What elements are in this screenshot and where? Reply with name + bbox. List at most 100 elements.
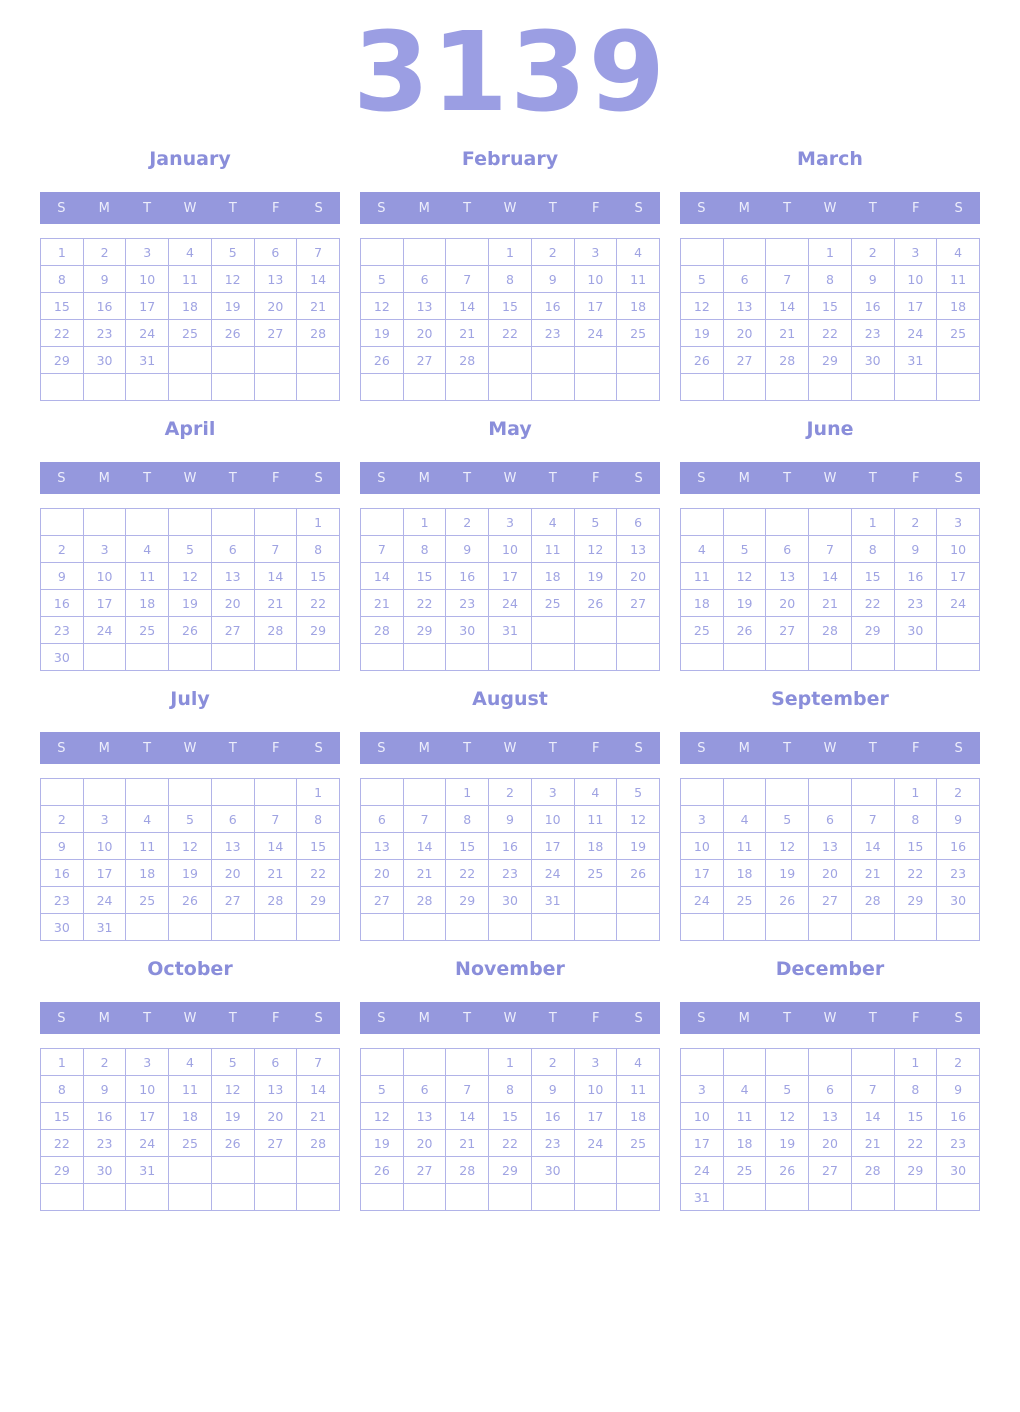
weekday-label: M — [98, 470, 110, 486]
date-cell: 12 — [680, 292, 724, 320]
week-row: 19 20 21 22 23 24 25 — [680, 319, 980, 347]
date-cell: 17 — [82, 859, 127, 887]
empty-cell — [680, 508, 724, 536]
date-cell: 11 — [573, 805, 618, 833]
empty-cell — [125, 508, 170, 536]
date-cell: 14 — [850, 832, 895, 860]
date-cell: 26 — [360, 346, 404, 374]
empty-cell — [210, 1156, 255, 1184]
date-cell: 30 — [850, 346, 895, 374]
date-cell: 17 — [573, 1102, 618, 1130]
date-cell: 3 — [530, 778, 575, 806]
date-cell: 8 — [893, 1075, 938, 1103]
date-cell: 15 — [40, 292, 84, 320]
weekday-label: T — [548, 470, 557, 486]
date-cell: 22 — [40, 319, 84, 347]
date-cell: 17 — [573, 292, 618, 320]
date-cell: 10 — [82, 562, 127, 590]
date-cell: 26 — [210, 1129, 255, 1157]
date-cell: 14 — [765, 292, 810, 320]
empty-cell — [210, 778, 255, 806]
date-cell: 3 — [82, 535, 127, 563]
date-grid: 1 2 3 4 5 6 7 8 9 10 11 12 13 14 15 16 17 18 19 20 21 22 23 24 2… — [40, 238, 340, 401]
empty-cell — [445, 1048, 490, 1076]
week-row: 17 18 19 20 21 22 23 — [680, 1129, 980, 1157]
weekday-label: W — [823, 200, 837, 216]
date-cell: 27 — [765, 616, 810, 644]
date-cell: 15 — [296, 832, 340, 860]
date-cell: 9 — [530, 1075, 575, 1103]
date-cell: 27 — [402, 1156, 447, 1184]
empty-cell — [402, 373, 447, 401]
weekday-label: S — [954, 1010, 963, 1026]
week-row: 14 15 16 17 18 19 20 — [360, 562, 660, 590]
date-cell: 25 — [530, 589, 575, 617]
date-cell: 3 — [936, 508, 980, 536]
date-cell: 17 — [488, 562, 532, 590]
date-cell: 13 — [210, 562, 255, 590]
date-cell: 23 — [893, 589, 938, 617]
weekday-label: M — [98, 740, 110, 756]
weekday-label: T — [143, 470, 152, 486]
date-cell: 8 — [445, 805, 490, 833]
date-cell: 17 — [680, 859, 724, 887]
date-cell: 27 — [210, 886, 255, 914]
date-cell: 21 — [402, 859, 447, 887]
date-cell: 7 — [850, 1075, 895, 1103]
date-cell: 21 — [445, 319, 490, 347]
weekday-label: F — [271, 470, 280, 486]
date-cell: 21 — [808, 589, 852, 617]
empty-cell — [168, 346, 212, 374]
week-row: 23 24 25 26 27 28 29 — [40, 616, 340, 644]
date-cell: 9 — [40, 562, 84, 590]
date-cell: 21 — [253, 589, 298, 617]
week-row: 1 — [40, 508, 340, 536]
date-cell: 25 — [125, 616, 170, 644]
weekday-label: T — [228, 200, 237, 216]
empty-cell — [445, 643, 490, 671]
week-row: 29 30 31 — [40, 1156, 340, 1184]
weekday-label: S — [57, 470, 66, 486]
weekday-label: W — [823, 1010, 837, 1026]
date-cell: 9 — [82, 265, 127, 293]
date-cell: 19 — [210, 1102, 255, 1130]
date-cell: 4 — [680, 535, 724, 563]
date-cell: 9 — [893, 535, 938, 563]
week-row: 6 7 8 9 10 11 12 — [360, 805, 660, 833]
date-cell: 12 — [210, 1075, 255, 1103]
week-row: 15 16 17 18 19 20 21 — [40, 1102, 340, 1130]
date-cell: 19 — [360, 319, 404, 347]
week-row: 23 24 25 26 27 28 29 — [40, 886, 340, 914]
date-cell: 26 — [680, 346, 724, 374]
date-cell: 4 — [616, 1048, 660, 1076]
empty-cell — [808, 508, 852, 536]
date-cell: 4 — [530, 508, 575, 536]
week-row: 16 17 18 19 20 21 22 — [40, 589, 340, 617]
date-cell: 2 — [893, 508, 938, 536]
week-row: 31 — [680, 1183, 980, 1211]
date-cell: 27 — [253, 319, 298, 347]
week-row: 11 12 13 14 15 16 17 — [680, 562, 980, 590]
empty-cell — [360, 1183, 404, 1211]
empty-cell — [530, 616, 575, 644]
empty-cell — [616, 913, 660, 941]
date-cell: 22 — [402, 589, 447, 617]
date-cell: 18 — [936, 292, 980, 320]
empty-cell — [125, 913, 170, 941]
date-cell: 19 — [210, 292, 255, 320]
empty-cell — [82, 373, 127, 401]
date-cell: 16 — [488, 832, 532, 860]
empty-cell — [893, 913, 938, 941]
date-cell: 11 — [125, 562, 170, 590]
date-cell: 25 — [680, 616, 724, 644]
date-cell: 2 — [530, 238, 575, 266]
date-cell: 7 — [445, 1075, 490, 1103]
weekday-label: S — [697, 200, 706, 216]
date-cell: 4 — [936, 238, 980, 266]
weekday-label: T — [143, 200, 152, 216]
empty-cell — [722, 373, 767, 401]
